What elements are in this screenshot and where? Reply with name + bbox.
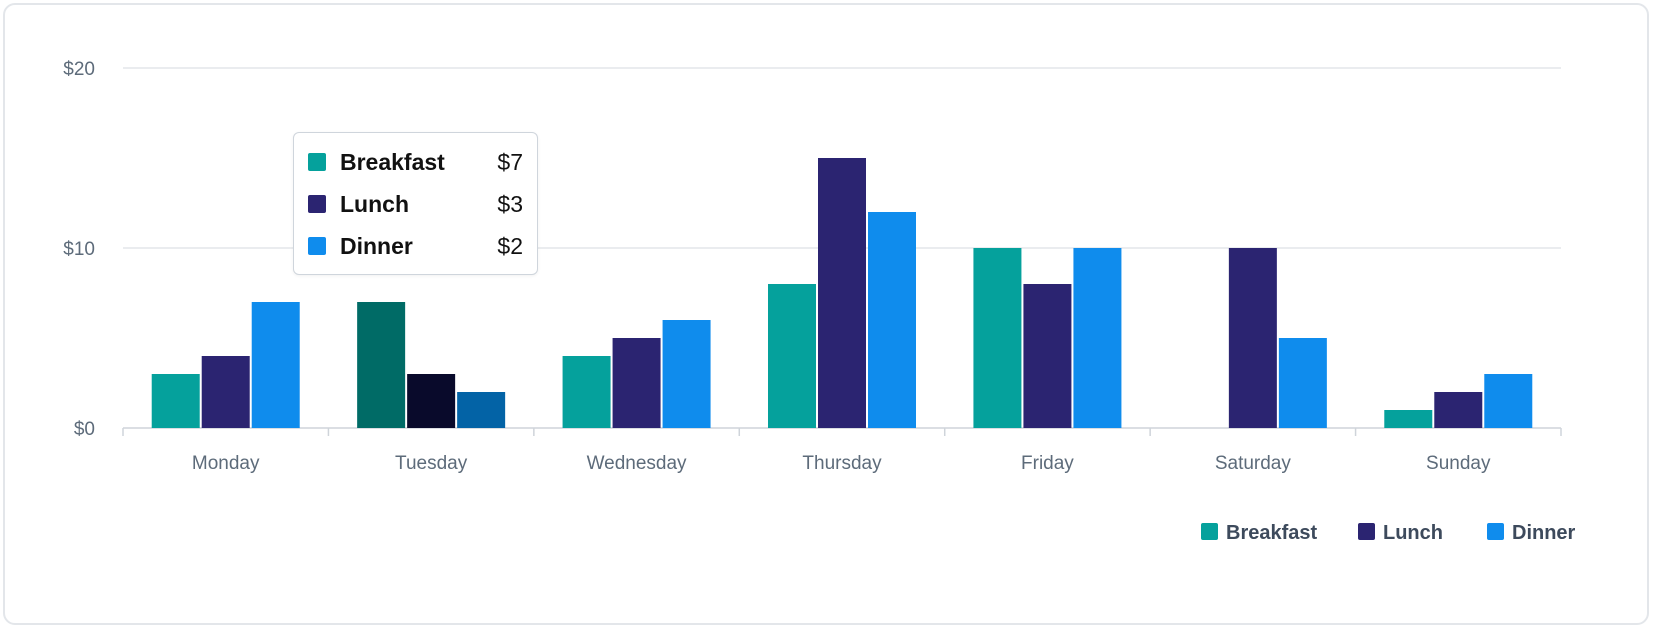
bar-lunch-saturday [1228, 248, 1277, 428]
x-tick-label: Saturday [1215, 453, 1292, 474]
bar-dinner-sunday [1484, 374, 1533, 428]
bar-dinner-monday [251, 302, 300, 428]
bar-breakfast-friday [973, 248, 1022, 428]
y-tick-label: $0 [74, 419, 95, 440]
tooltip-row-lunch: Lunch $3 [308, 189, 523, 219]
bar-lunch-sunday [1434, 392, 1483, 428]
bar-lunch-wednesday [612, 338, 661, 428]
tooltip-value-breakfast: $7 [497, 148, 523, 175]
bar-breakfast-wednesday [562, 356, 611, 428]
tooltip-value-dinner: $2 [497, 232, 523, 259]
x-tick-label: Thursday [802, 453, 882, 474]
tooltip-swatch-lunch [308, 195, 326, 213]
bar-dinner-wednesday [662, 320, 711, 428]
tooltip-label-breakfast: Breakfast [340, 148, 445, 175]
y-tick-label: $20 [63, 59, 95, 80]
bar-dinner-tuesday [457, 392, 506, 428]
legend-swatch-dinner [1487, 523, 1504, 540]
tooltip-label-lunch: Lunch [340, 190, 409, 217]
tooltip-row-breakfast: Breakfast $7 [308, 147, 523, 177]
legend-swatch-breakfast [1201, 523, 1218, 540]
chart-tooltip: Breakfast $7 Lunch $3 Dinner $2 [293, 132, 538, 275]
bar-dinner-thursday [868, 212, 916, 428]
bar-lunch-thursday [818, 158, 866, 428]
bar-dinner-saturday [1278, 338, 1327, 428]
bar-lunch-monday [201, 356, 250, 428]
bar-breakfast-monday [151, 374, 200, 428]
tooltip-row-dinner: Dinner $2 [308, 231, 523, 261]
legend-swatch-lunch [1358, 523, 1375, 540]
x-tick-label: Friday [1021, 453, 1074, 474]
tooltip-label-dinner: Dinner [340, 232, 413, 259]
x-tick-label: Wednesday [587, 453, 687, 474]
bar-breakfast-sunday [1384, 410, 1433, 428]
legend-label-dinner: Dinner [1512, 522, 1576, 544]
bar-lunch-friday [1023, 284, 1072, 428]
bar-breakfast-tuesday [357, 302, 406, 428]
tooltip-value-lunch: $3 [497, 190, 523, 217]
bar-dinner-friday [1073, 248, 1122, 428]
bar-breakfast-thursday [768, 284, 816, 428]
y-tick-label: $10 [63, 239, 95, 260]
legend-label-lunch: Lunch [1383, 522, 1443, 544]
x-tick-label: Monday [192, 453, 260, 474]
bar-lunch-tuesday [407, 374, 456, 428]
x-tick-label: Sunday [1426, 453, 1491, 474]
tooltip-swatch-dinner [308, 237, 326, 255]
tooltip-swatch-breakfast [308, 153, 326, 171]
x-tick-label: Tuesday [395, 453, 468, 474]
legend-label-breakfast: Breakfast [1226, 522, 1318, 544]
